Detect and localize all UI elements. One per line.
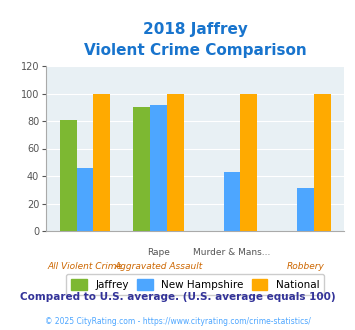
Text: Aggravated Assault: Aggravated Assault bbox=[114, 262, 203, 271]
Bar bbox=[167, 93, 184, 231]
Title: 2018 Jaffrey
Violent Crime Comparison: 2018 Jaffrey Violent Crime Comparison bbox=[84, 22, 307, 58]
Bar bbox=[224, 172, 240, 231]
Text: Robbery: Robbery bbox=[286, 262, 324, 271]
Text: All Violent Crime: All Violent Crime bbox=[48, 262, 122, 271]
Text: Compared to U.S. average. (U.S. average equals 100): Compared to U.S. average. (U.S. average … bbox=[20, 292, 335, 302]
Text: © 2025 CityRating.com - https://www.cityrating.com/crime-statistics/: © 2025 CityRating.com - https://www.city… bbox=[45, 317, 310, 326]
Bar bbox=[93, 93, 110, 231]
Text: Murder & Mans...: Murder & Mans... bbox=[193, 248, 271, 257]
Bar bbox=[60, 120, 77, 231]
Text: Rape: Rape bbox=[147, 248, 170, 257]
Legend: Jaffrey, New Hampshire, National: Jaffrey, New Hampshire, National bbox=[66, 274, 324, 295]
Bar bbox=[133, 107, 150, 231]
Bar bbox=[240, 93, 257, 231]
Bar bbox=[297, 188, 314, 231]
Bar bbox=[77, 168, 93, 231]
Bar bbox=[314, 93, 331, 231]
Bar bbox=[150, 105, 167, 231]
